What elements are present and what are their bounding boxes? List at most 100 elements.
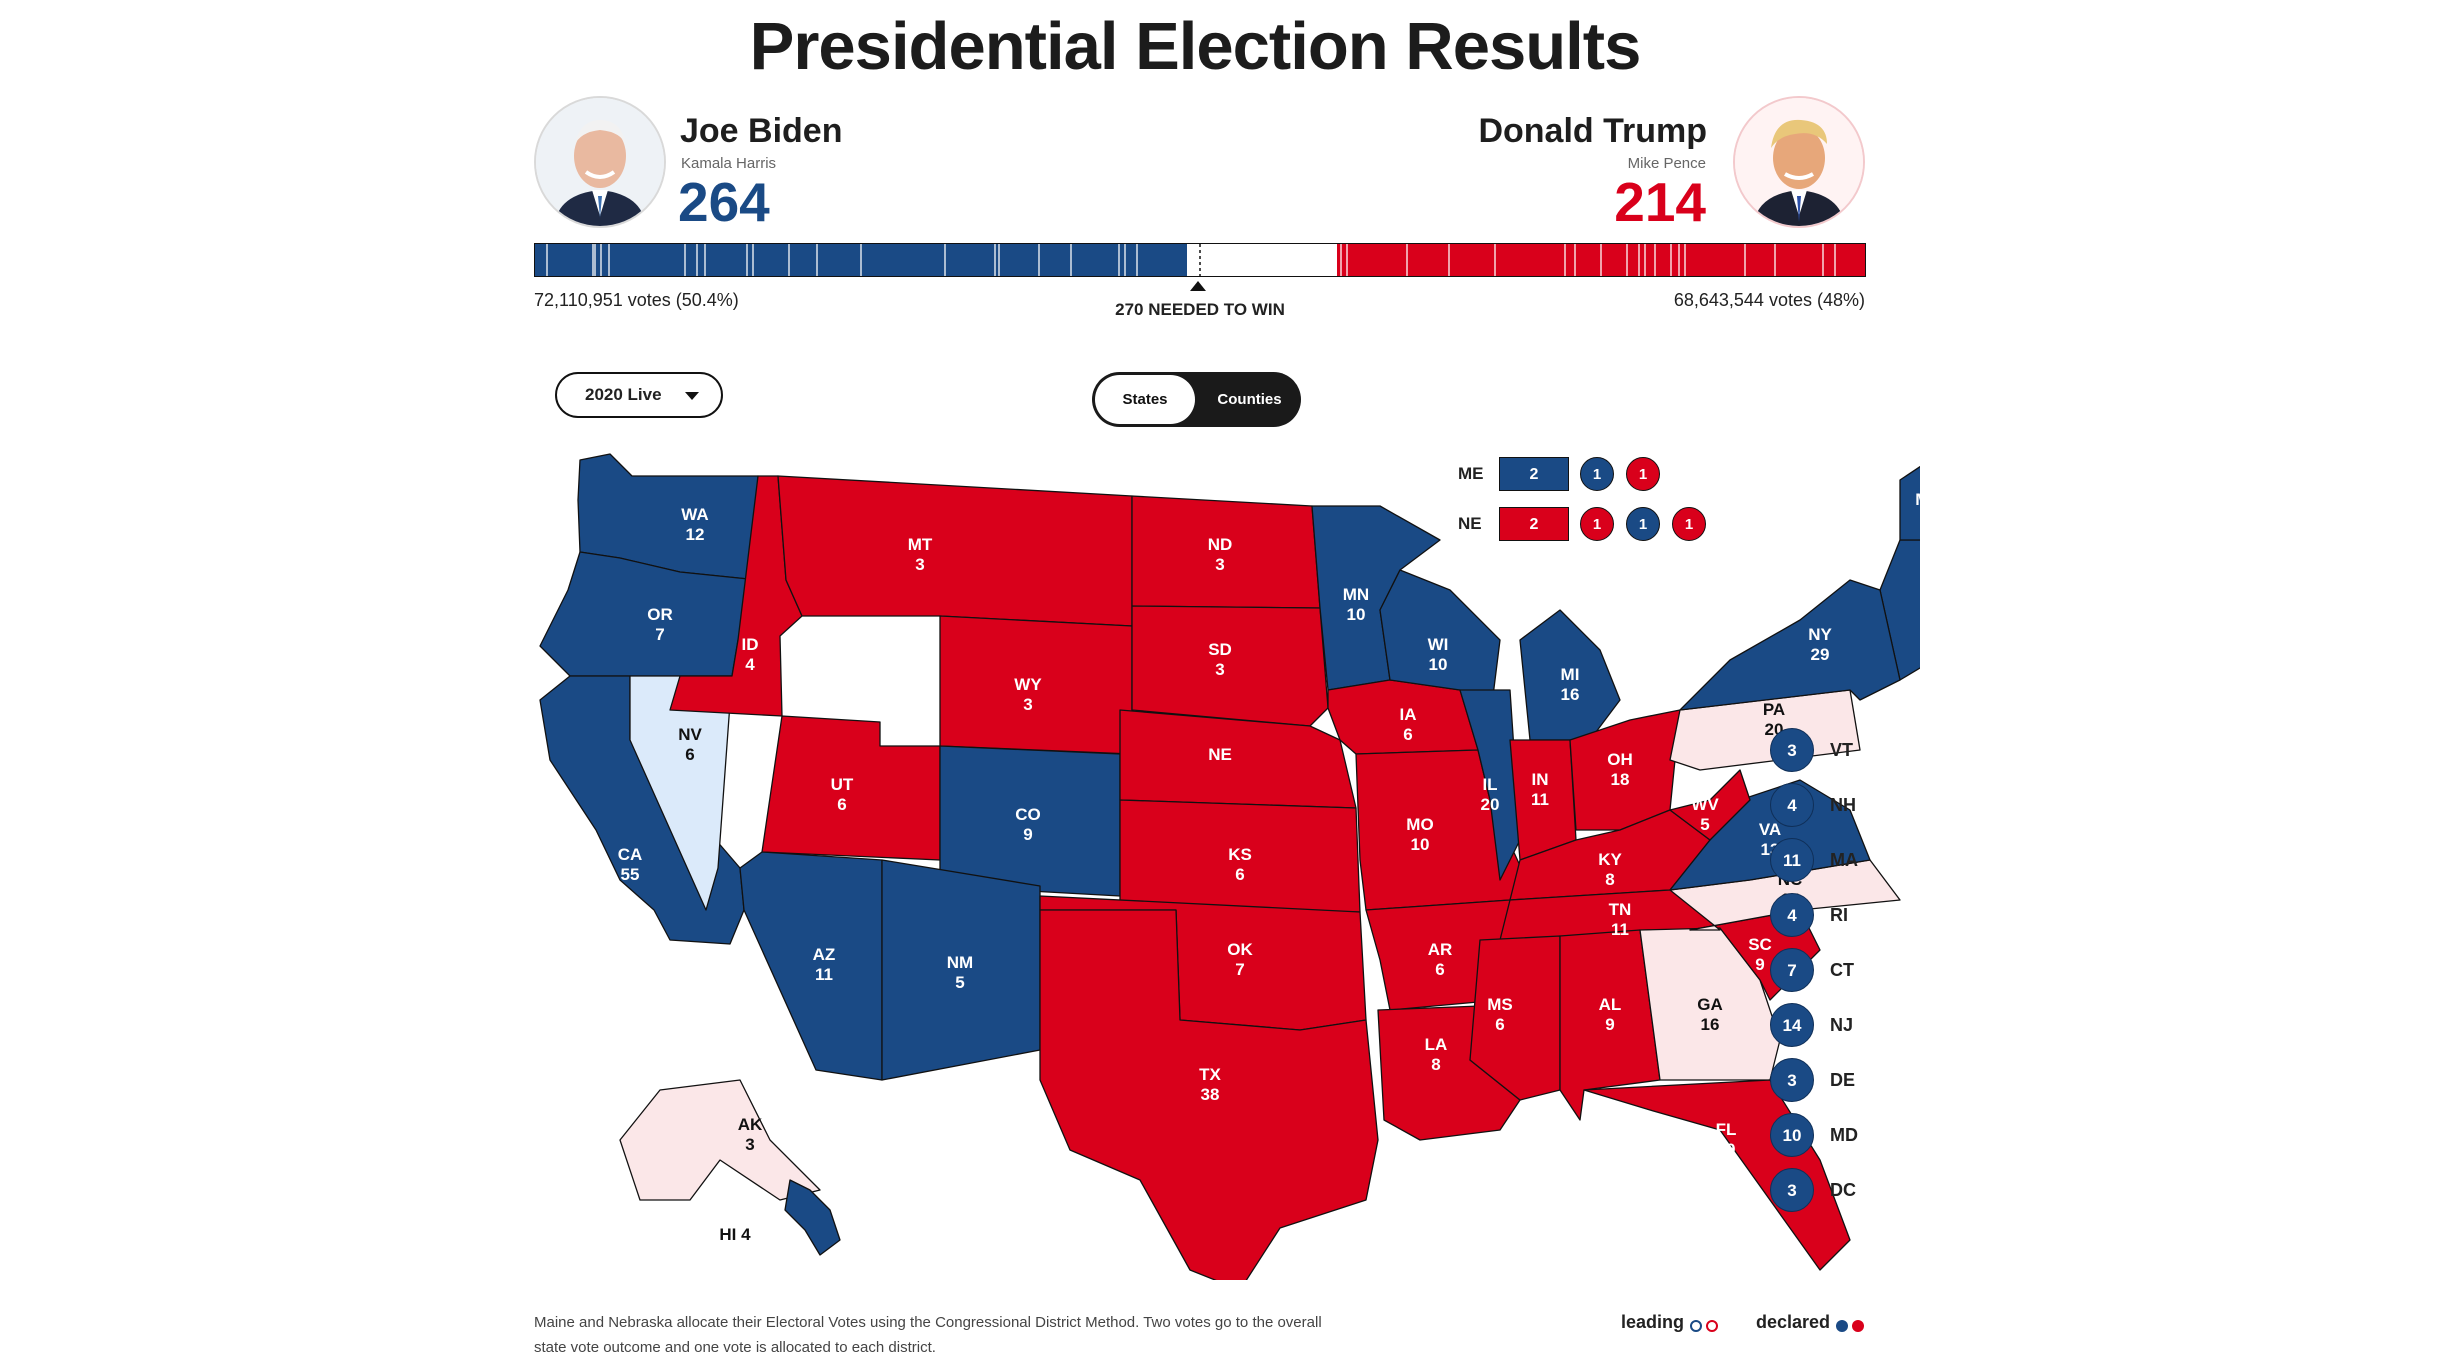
tab-states[interactable]: States	[1095, 375, 1195, 424]
state-label-nm: NM 5	[947, 953, 973, 992]
donald-trump-photo	[1733, 96, 1865, 228]
state-label-wi: WI 10	[1428, 635, 1449, 674]
small-state-label-de: DE	[1830, 1070, 1856, 1090]
state-label-ky: KY 8	[1598, 850, 1622, 889]
state-sd[interactable]	[1131, 605, 1329, 727]
state-label-il: IL 20	[1481, 775, 1500, 814]
small-state-votes-md[interactable]: 10	[1770, 1113, 1814, 1157]
left-running-mate: Kamala Harris	[681, 155, 777, 172]
split-me-statewide[interactable]: 2	[1499, 457, 1569, 491]
state-hi[interactable]	[784, 1179, 841, 1256]
state-ak[interactable]	[619, 1079, 821, 1201]
view-toggle: States Counties	[1092, 372, 1301, 427]
state-label-ak: AK 3	[738, 1115, 763, 1154]
electoral-vote-bar-graphic	[535, 244, 1865, 276]
state-label-wa: WA 12	[681, 505, 708, 544]
state-ne[interactable]	[1119, 709, 1357, 809]
small-state-votes-ma[interactable]: 11	[1770, 838, 1814, 882]
state-label-wv: WV 5	[1691, 795, 1719, 834]
small-state-votes-ri[interactable]: 4	[1770, 893, 1814, 937]
left-electoral-votes: 264	[678, 171, 770, 233]
state-tx[interactable]	[1039, 909, 1379, 1280]
state-label-ks: KS 6	[1228, 845, 1252, 884]
small-state-label-ma: MA	[1830, 850, 1858, 870]
split-ne-label: NE	[1458, 514, 1482, 533]
small-state-label-dc: DC	[1830, 1180, 1856, 1200]
state-me[interactable]	[1899, 460, 1920, 541]
left-popular-vote: 72,110,951 votes (50.4%)	[534, 290, 739, 310]
state-mt[interactable]	[777, 475, 1133, 627]
tab-counties[interactable]: Counties	[1217, 391, 1282, 408]
state-label-sc: SC 9	[1748, 935, 1772, 974]
state-label-ut: UT 6	[831, 775, 854, 814]
state-label-oh: OH 18	[1607, 750, 1633, 789]
state-ar[interactable]	[1365, 899, 1511, 1011]
state-label-tx: TX 38	[1199, 1065, 1221, 1104]
state-label-nd: ND 3	[1208, 535, 1233, 574]
year-select-value: 2020 Live	[585, 385, 662, 404]
state-label-fl: FL 29	[1716, 1120, 1737, 1159]
state-label-az: AZ 11	[813, 945, 836, 984]
state-il[interactable]	[1459, 689, 1521, 881]
state-label-ne: NE	[1208, 745, 1232, 764]
small-state-label-nh: NH	[1830, 795, 1856, 815]
state-label-nv: NV 6	[678, 725, 702, 764]
legend-leading-label: leading	[1621, 1312, 1685, 1332]
right-running-mate: Mike Pence	[1627, 155, 1706, 172]
state-label-mi: MI 16	[1561, 665, 1580, 704]
page-title: Presidential Election Results	[749, 9, 1642, 84]
legend-leading-rep-dot	[1706, 1320, 1718, 1332]
state-label-mo: MO 10	[1406, 815, 1433, 854]
state-label-mn: MN 10	[1343, 585, 1369, 624]
legend-declared-rep-dot	[1852, 1320, 1864, 1332]
us-electoral-map: WA 12 OR 7 CA 55 NV 6 ID 4 MT 3 WY 3 UT 6 AZ 11 CO 9 NM 5 ND 3 S…	[539, 453, 1920, 1280]
state-ms[interactable]	[1469, 935, 1561, 1101]
split-ne-statewide[interactable]: 2	[1499, 507, 1569, 541]
state-label-ga: GA 16	[1697, 995, 1723, 1034]
footnote: Maine and Nebraska allocate their Electo…	[534, 1314, 1322, 1356]
legend-declared-dem-dot	[1836, 1320, 1848, 1332]
state-label-hi: HI 4	[719, 1225, 751, 1244]
small-state-votes-de[interactable]: 3	[1770, 1058, 1814, 1102]
small-state-votes-vt[interactable]: 3	[1770, 728, 1814, 772]
small-state-votes-nj[interactable]: 14	[1770, 1003, 1814, 1047]
state-fl[interactable]	[1583, 1079, 1851, 1271]
state-label-co: CO 9	[1015, 805, 1041, 844]
small-state-votes-ct[interactable]: 7	[1770, 948, 1814, 992]
state-label-or: OR 7	[647, 605, 673, 644]
small-state-votes-dc[interactable]: 3	[1770, 1168, 1814, 1212]
state-label-tn: TN 11	[1609, 900, 1632, 939]
right-electoral-votes: 214	[1614, 171, 1706, 233]
split-ne-district-3[interactable]: 1	[1672, 507, 1706, 541]
state-label-la: LA 8	[1425, 1035, 1448, 1074]
state-label-ca: CA 55	[618, 845, 643, 884]
legend-declared-label: declared	[1756, 1312, 1831, 1332]
legend-leading-dem-dot	[1690, 1320, 1702, 1332]
threshold-marker-icon	[1190, 281, 1206, 291]
right-candidate-name: Donald Trump	[1478, 112, 1707, 150]
state-label-me: ME	[1915, 490, 1920, 509]
threshold-label: 270 NEEDED TO WIN	[1115, 300, 1285, 319]
state-wv[interactable]	[1669, 769, 1751, 841]
split-me-district-1[interactable]: 1	[1580, 457, 1614, 491]
state-label-id: ID 4	[742, 635, 759, 674]
state-label-sd: SD 3	[1208, 640, 1232, 679]
electoral-vote-bar	[534, 243, 1866, 277]
state-wi[interactable]	[1379, 569, 1501, 721]
small-state-label-vt: VT	[1830, 740, 1854, 760]
state-label-ok: OK 7	[1227, 940, 1253, 979]
split-ne-district-1[interactable]: 1	[1580, 507, 1614, 541]
split-me-district-2[interactable]: 1	[1626, 457, 1660, 491]
small-state-label-md: MD	[1830, 1125, 1858, 1145]
state-label-mt: MT 3	[908, 535, 933, 574]
year-select[interactable]: 2020 Live	[555, 372, 723, 418]
state-az[interactable]	[739, 851, 883, 1081]
small-state-label-nj: NJ	[1830, 1015, 1854, 1035]
joe-biden-photo	[534, 96, 666, 228]
split-ne-district-2[interactable]: 1	[1626, 507, 1660, 541]
state-ny[interactable]	[1679, 579, 1901, 711]
small-state-votes-nh[interactable]: 4	[1770, 783, 1814, 827]
state-label-al: AL 9	[1599, 995, 1622, 1034]
chevron-down-icon	[685, 392, 699, 400]
state-label-wy: WY 3	[1014, 675, 1042, 714]
